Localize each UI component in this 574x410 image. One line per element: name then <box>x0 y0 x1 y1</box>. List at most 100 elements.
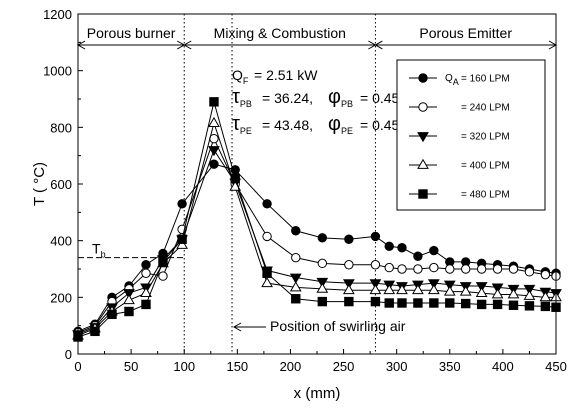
data-point <box>461 298 471 309</box>
y-tick-label: 0 <box>65 347 72 362</box>
annotation-layer: Porous burner Mixing & Combustion Porous E… <box>76 25 558 334</box>
data-point <box>429 298 439 308</box>
region-label-0: Porous burner <box>87 25 176 41</box>
data-point <box>412 284 424 295</box>
data-point <box>140 286 152 297</box>
x-tick-label: 450 <box>545 359 567 374</box>
data-point <box>344 296 354 307</box>
y-tick-label: 1000 <box>43 64 72 79</box>
data-point <box>459 285 472 296</box>
data-point <box>508 264 519 274</box>
qf-symbol: QF <box>232 67 249 86</box>
y-axis-label: T ( °C) <box>31 162 48 206</box>
data-point <box>208 146 220 157</box>
tb-label: Tb <box>92 241 106 260</box>
data-point <box>540 301 551 312</box>
data-point <box>508 300 519 310</box>
x-axis-label: x (mm) <box>294 385 341 402</box>
phi-pb-value: = 0.45 <box>360 90 400 106</box>
legend-label-0: = 160 LPM <box>461 74 510 85</box>
data-point <box>291 226 301 236</box>
x-tick-label: 50 <box>124 359 138 374</box>
data-point <box>507 288 520 299</box>
data-point <box>261 276 273 288</box>
data-point <box>413 251 423 261</box>
phi-pe-symbol: φPE <box>328 113 353 136</box>
data-point <box>461 264 471 274</box>
x-tick-label: 200 <box>280 359 302 374</box>
legend-marker-2 <box>417 132 429 143</box>
data-point <box>540 269 551 280</box>
data-point <box>158 271 168 281</box>
tau-pb-symbol: τPB <box>232 86 252 109</box>
x-tick-label: 250 <box>333 359 355 374</box>
y-tick-label: 400 <box>50 234 72 249</box>
swirl-position-label: Position of swirling air <box>270 318 406 334</box>
data-point <box>476 299 487 310</box>
tau-pe-value: = 43.48, <box>262 117 313 133</box>
legend: QA = 160 LPM = 240 LPM = 320 LPM = 400 LPM = … <box>396 59 546 211</box>
tau-pb-value: = 36.24, <box>262 90 313 106</box>
x-tick-label: 0 <box>74 359 81 374</box>
data-point <box>383 284 396 295</box>
data-point <box>492 264 503 274</box>
data-point <box>369 284 382 295</box>
x-tick-label: 350 <box>439 359 461 374</box>
data-point <box>370 260 381 270</box>
data-point <box>342 284 355 295</box>
data-point <box>524 267 535 277</box>
data-point <box>429 262 439 273</box>
data-point <box>107 309 117 320</box>
data-point <box>262 231 272 242</box>
x-tick-label: 400 <box>492 359 514 374</box>
data-point <box>475 286 488 297</box>
data-point <box>427 284 440 295</box>
data-point <box>370 231 381 242</box>
y-tick-label: 600 <box>50 177 72 192</box>
series-1 <box>73 133 561 338</box>
phi-pb-symbol: φPB <box>328 86 353 109</box>
legend-label-3: = 400 LPM <box>461 161 510 172</box>
legend-label-1: = 240 LPM <box>461 103 510 114</box>
data-point <box>524 301 535 311</box>
data-point <box>397 264 407 274</box>
data-point <box>384 262 394 273</box>
qf-value: = 2.51 kW <box>254 67 318 83</box>
data-point <box>291 252 301 263</box>
region-arrow-left-head-1 <box>183 40 192 50</box>
y-tick-label: 800 <box>50 120 72 135</box>
data-point <box>445 298 455 308</box>
data-point <box>209 97 219 107</box>
tau-pe-symbol: τPE <box>232 113 252 136</box>
data-point <box>262 199 272 209</box>
swirl-arrow-head <box>233 322 242 332</box>
data-point <box>208 116 220 127</box>
data-point <box>396 284 408 295</box>
data-point <box>289 281 302 292</box>
phi-pe-value: = 0.45 <box>360 117 400 133</box>
data-point <box>124 306 134 317</box>
x-tick-label: 100 <box>173 359 195 374</box>
region-arrow-left-head-0 <box>76 40 86 50</box>
data-point <box>317 296 328 307</box>
data-point <box>123 293 135 305</box>
legend-label-4: = 480 LPM <box>461 190 510 201</box>
data-point <box>384 241 394 252</box>
region-label-1: Mixing & Combustion <box>214 25 346 41</box>
data-point <box>291 294 301 304</box>
data-point <box>317 233 328 243</box>
data-point <box>141 299 151 310</box>
x-tick-label: 150 <box>226 359 248 374</box>
y-tick-label: 1200 <box>43 7 72 22</box>
series-4 <box>73 97 561 342</box>
data-point <box>177 234 187 244</box>
data-point <box>539 291 552 302</box>
region-arrow-left-head-2 <box>374 40 383 50</box>
data-point <box>445 264 455 274</box>
region-arrow-right-head-2 <box>548 40 558 50</box>
data-point <box>176 238 188 249</box>
x-tick-label: 300 <box>386 359 408 374</box>
data-point <box>316 282 329 293</box>
data-point <box>141 260 151 270</box>
data-point <box>491 288 504 299</box>
